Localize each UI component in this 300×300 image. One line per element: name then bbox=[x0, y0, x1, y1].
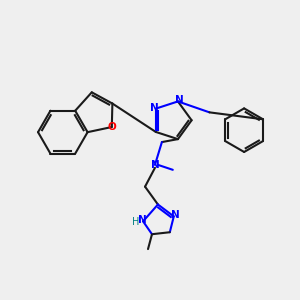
Text: N: N bbox=[171, 210, 180, 220]
Text: N: N bbox=[151, 160, 159, 170]
Text: H: H bbox=[132, 217, 140, 227]
Text: N: N bbox=[138, 215, 146, 225]
Text: N: N bbox=[175, 95, 184, 105]
Text: O: O bbox=[108, 122, 117, 132]
Text: N: N bbox=[150, 103, 159, 112]
